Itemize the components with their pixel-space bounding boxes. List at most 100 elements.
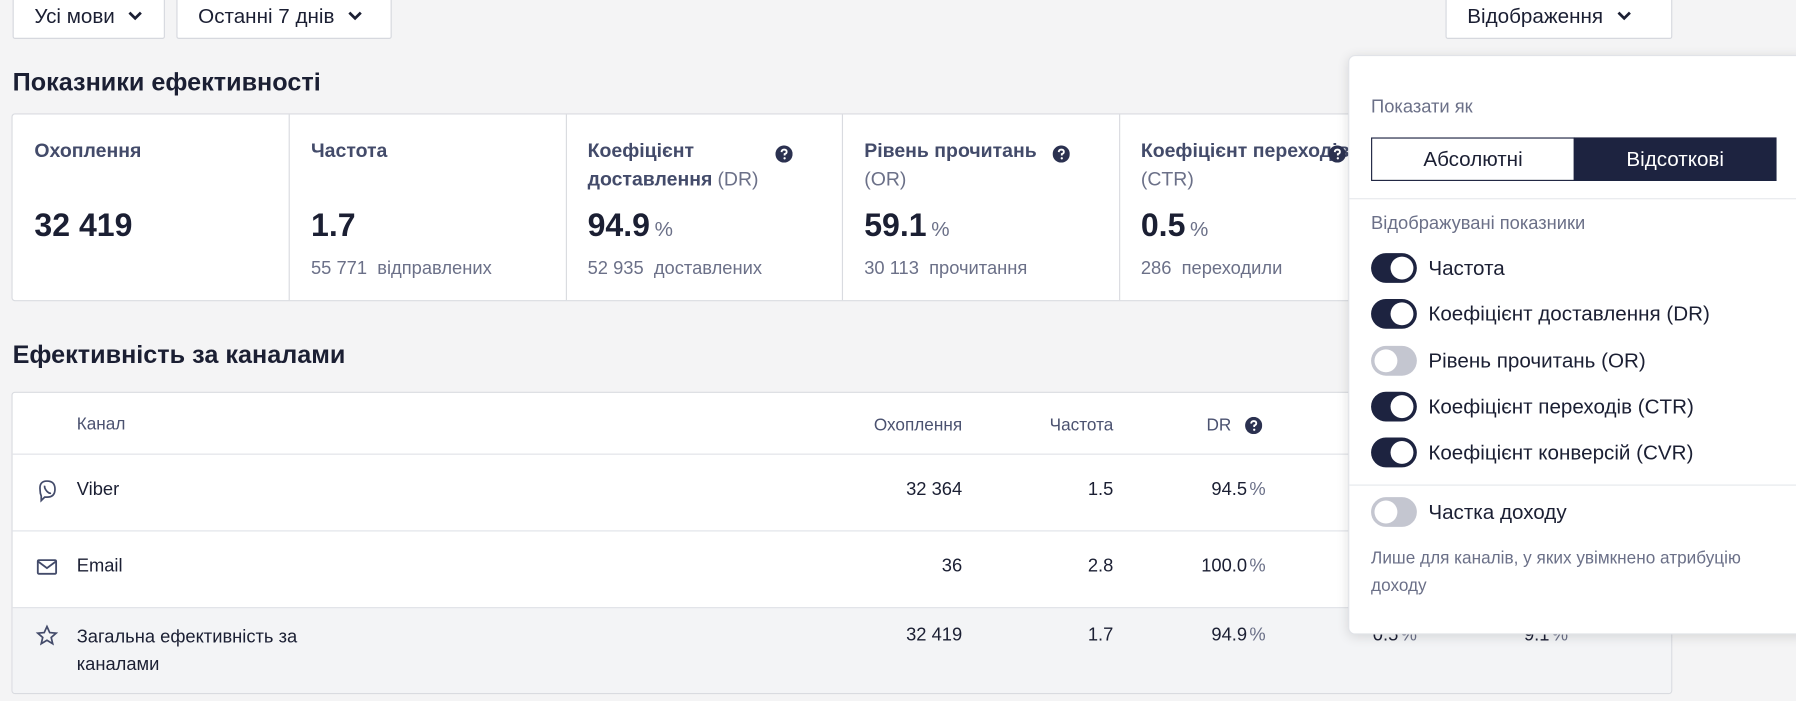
sub-label: відправлених	[377, 258, 492, 279]
row-divider	[12, 453, 1672, 455]
period-filter-text: Останні 7 днів	[198, 4, 335, 27]
metric-label: Рівень прочитань	[864, 139, 1037, 162]
toggle-label: Коефіцієнт доставлення (DR)	[1428, 302, 1710, 326]
toggle[interactable]	[1371, 437, 1417, 468]
toggle-label: Коефіцієнт переходів (CTR)	[1428, 395, 1694, 418]
help-icon[interactable]	[1328, 145, 1346, 163]
cell: 36	[942, 557, 962, 578]
toggle-label: Частка доходу	[1428, 500, 1567, 524]
column-header: Охоплення	[873, 415, 963, 436]
metric-card: Коефіцієнт доставлення (DR) 94.9% 52 935 до…	[566, 114, 844, 301]
metric-abbr: (CTR)	[1140, 168, 1194, 191]
metric-card: Охоплення 32 419	[13, 114, 290, 301]
channel-icon	[36, 559, 58, 575]
panel-label: Відображувані показники	[1371, 214, 1586, 234]
metric-label: Охоплення	[34, 139, 142, 162]
sub-value: 52 935	[587, 258, 644, 279]
cell: 94.5%	[1211, 480, 1265, 501]
sub-value: 286	[1140, 258, 1172, 279]
metric-number: 59.1	[864, 207, 927, 243]
metric-sub: 286 переходили	[1141, 259, 1282, 280]
toggle[interactable]	[1371, 345, 1417, 376]
metric-value: 59.1%	[864, 207, 949, 244]
language-filter[interactable]: Усі мови	[12, 0, 165, 39]
mode-button[interactable]: Відсоткові	[1573, 137, 1777, 181]
channel-name: Email	[76, 556, 123, 577]
metric-label: Частота	[310, 139, 388, 162]
row-divider	[12, 530, 1672, 532]
cell: 1.7	[1088, 625, 1113, 646]
channel-icon	[35, 624, 59, 646]
metric-label: доставлення	[587, 168, 713, 191]
toggle-knob	[1374, 348, 1398, 372]
metric-unit: %	[931, 217, 950, 241]
language-filter-text: Усі мови	[34, 4, 115, 27]
panel-divider	[1349, 198, 1796, 200]
cell-value: 94.9	[1211, 625, 1248, 645]
column-header: Канал	[76, 414, 126, 435]
panel-label: Показати як	[1371, 97, 1473, 117]
sub-value: 55 771	[310, 258, 368, 279]
toggle-knob	[1374, 500, 1398, 524]
metric-unit: %	[654, 217, 673, 241]
metric-unit: %	[1190, 217, 1209, 241]
metric-sub: 52 935 доставлених	[588, 259, 762, 280]
metric-value: 0.5%	[1141, 207, 1209, 244]
toggle[interactable]	[1371, 391, 1417, 422]
cell-value: 100.0	[1201, 556, 1248, 577]
metric-value: 94.9%	[588, 207, 673, 244]
metric-value: 32 419	[34, 207, 132, 244]
section-title: Ефективність за каналами	[12, 340, 346, 369]
cell-unit: %	[1249, 625, 1266, 645]
channel-name: Загальна ефективність за каналами	[76, 627, 298, 675]
metric-label: доставлення (DR)	[588, 168, 759, 191]
toggle-knob	[1390, 441, 1414, 465]
toggle[interactable]	[1371, 497, 1417, 527]
metric-value: 1.7	[311, 207, 356, 244]
metric-card: Коефіцієнт переходів (CTR) 0.5% 286 переход…	[1119, 115, 1396, 301]
metric-abbr: (DR)	[717, 168, 759, 191]
sub-value: 30 113	[864, 258, 919, 279]
toggle-knob	[1390, 302, 1414, 326]
metric-abbr: (OR)	[864, 168, 907, 191]
display-button-text: Відображення	[1467, 4, 1604, 27]
panel-divider	[1349, 484, 1796, 486]
cell-value: 1.7	[1087, 625, 1114, 645]
toggle[interactable]	[1371, 299, 1417, 330]
mode-button[interactable]: Абсолютні	[1371, 137, 1575, 181]
metric-label: Коефіцієнт	[587, 139, 695, 162]
metric-number: 32 419	[34, 207, 133, 243]
display-button[interactable]: Відображення	[1445, 0, 1673, 39]
cell-value: 94.5	[1211, 479, 1248, 500]
column-header: Частота	[1049, 415, 1114, 436]
help-icon[interactable]	[1052, 145, 1070, 163]
help-icon[interactable]	[775, 145, 793, 163]
cell-value: 32 419	[906, 625, 963, 645]
toggle-knob	[1390, 256, 1414, 280]
cell-value: 32 364	[906, 479, 963, 500]
panel-note: Лише для каналів, у яких увімкнено атриб…	[1371, 548, 1741, 596]
cell: 100.0%	[1201, 557, 1265, 578]
cell: 2.8	[1088, 557, 1113, 578]
period-filter[interactable]: Останні 7 днів	[176, 0, 392, 39]
toggle-label: Рівень прочитань (OR)	[1428, 348, 1646, 372]
toggle-label: Частота	[1428, 256, 1505, 280]
sub-label: доставлених	[653, 258, 762, 279]
metric-sub: 30 113 прочитання	[864, 259, 1027, 280]
toggle-knob	[1390, 395, 1414, 418]
cell-value: 1.5	[1087, 479, 1114, 500]
cell-value: 2.8	[1087, 556, 1114, 577]
cell: 32 419	[906, 625, 962, 646]
section-title: Показники ефективності	[12, 67, 321, 97]
cell-value: 36	[941, 556, 963, 577]
help-icon[interactable]	[1245, 416, 1263, 435]
cell: 1.5	[1088, 480, 1113, 501]
channel-name: Viber	[76, 479, 120, 500]
chevron	[128, 11, 143, 21]
toggle-label: Коефіцієнт конверсій (CVR)	[1428, 441, 1694, 465]
metric-card: Частота 1.7 55 771 відправлених	[289, 114, 567, 301]
metric-sub: 55 771 відправлених	[311, 259, 492, 280]
toggle[interactable]	[1371, 253, 1417, 283]
display-panel: Показати як Абсолютні Відсоткові Відображув…	[1348, 54, 1796, 635]
